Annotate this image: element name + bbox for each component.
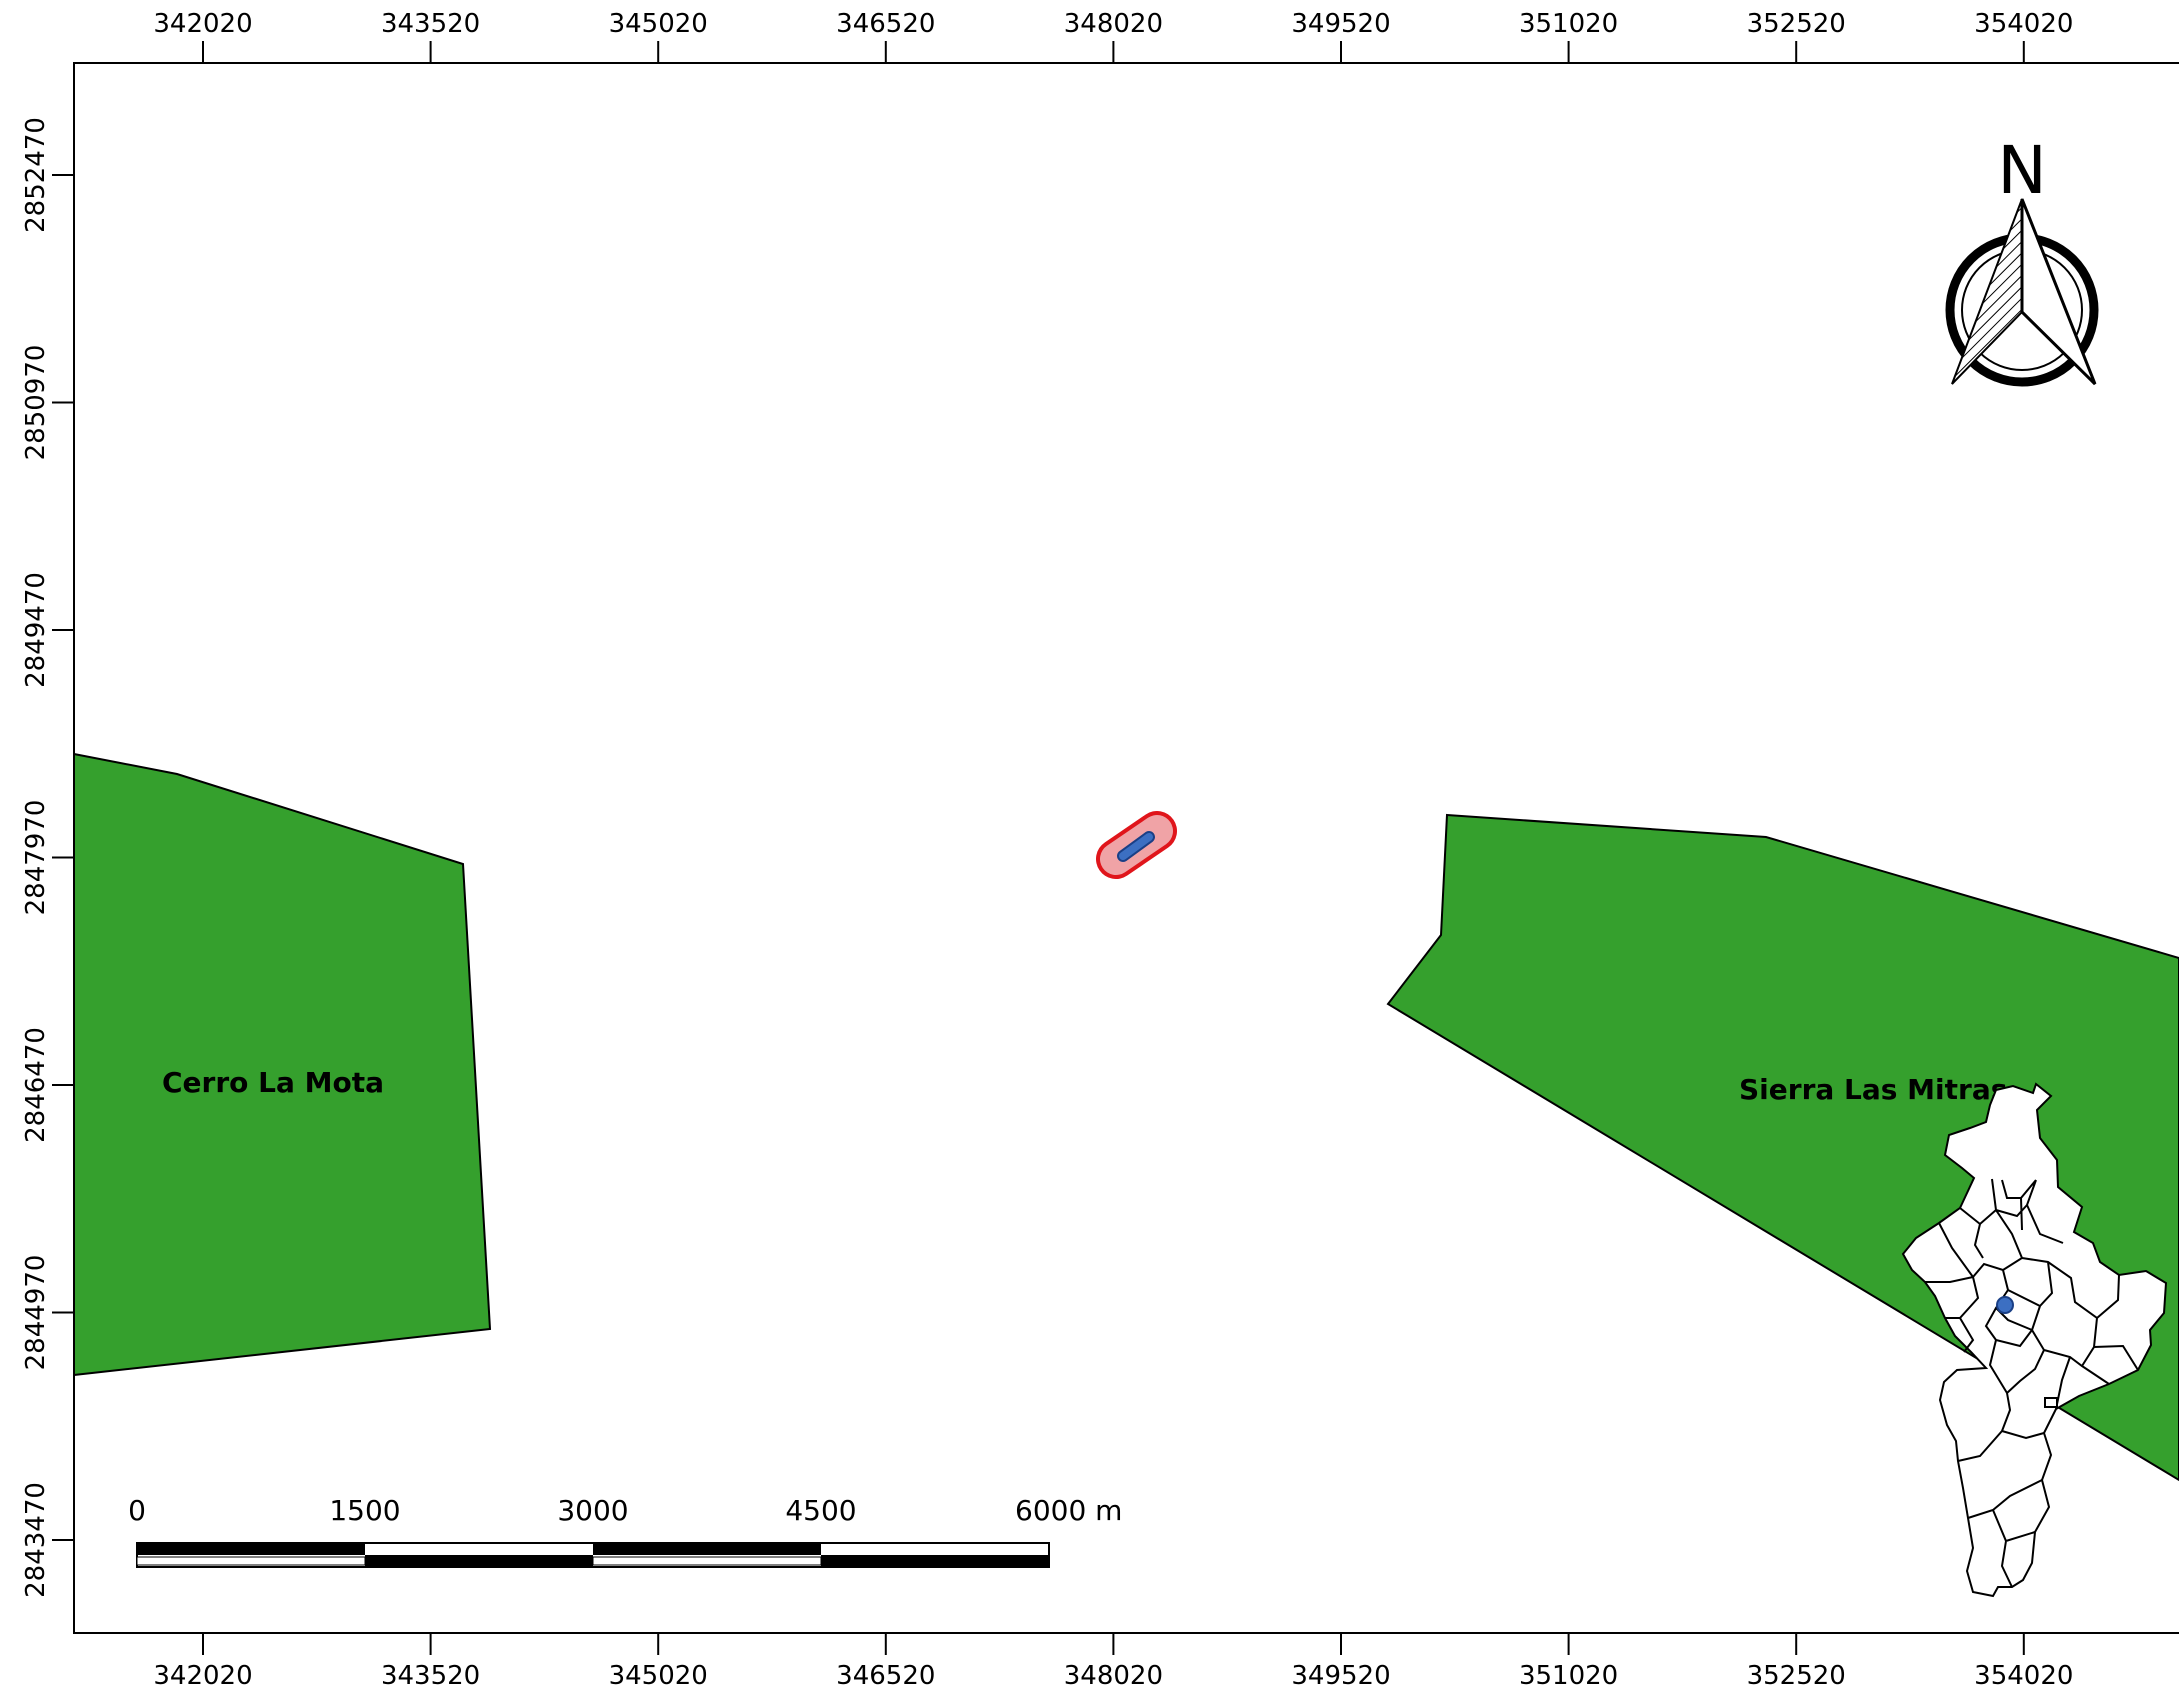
scale-bar-seg-2-bottom xyxy=(365,1555,593,1567)
scale-bar-seg-4-bottom xyxy=(821,1555,1049,1567)
scale-bar-seg-1-bottom-line xyxy=(136,1556,366,1566)
top-tick-label: 352520 xyxy=(1747,9,1846,39)
bottom-tick-label: 343520 xyxy=(381,1661,480,1691)
left-tick-label: 2846470 xyxy=(21,1027,51,1143)
bottom-tick-label: 342020 xyxy=(153,1661,252,1691)
top-tick-label: 343520 xyxy=(381,9,480,39)
top-tick-label: 346520 xyxy=(836,9,935,39)
north-arrow: N xyxy=(1945,132,2099,387)
scale-label-6000: 6000 m xyxy=(1015,1494,1122,1527)
top-tick-label: 351020 xyxy=(1519,9,1618,39)
scale-label-4500: 4500 xyxy=(785,1494,856,1527)
top-tick-label: 342020 xyxy=(153,9,252,39)
study-site-marker[interactable] xyxy=(1096,811,1177,879)
bottom-tick-label: 351020 xyxy=(1519,1661,1618,1691)
top-axis-ticks: 342020 343520 345020 346520 348020 349520 3510… xyxy=(153,9,2073,63)
inset-locator-map xyxy=(1901,1082,2168,1598)
sierra-las-mitras-label: Sierra Las Mitras xyxy=(1739,1073,2007,1106)
inset-outline xyxy=(1901,1082,2168,1598)
north-arrow-right-half xyxy=(2020,198,2097,386)
left-tick-label: 2847970 xyxy=(21,800,51,916)
cerro-la-mota-area[interactable] xyxy=(73,752,492,1377)
top-tick-label: 348020 xyxy=(1064,9,1163,39)
scale-label-0: 0 xyxy=(128,1494,146,1527)
inset-municipal-lines xyxy=(1925,1178,2139,1588)
bottom-tick-label: 354020 xyxy=(1974,1661,2073,1691)
bottom-tick-label: 346520 xyxy=(836,1661,935,1691)
left-tick-label: 2849470 xyxy=(21,572,51,688)
bottom-tick-label: 345020 xyxy=(609,1661,708,1691)
bottom-tick-label: 352520 xyxy=(1747,1661,1846,1691)
left-tick-label: 2852470 xyxy=(21,117,51,233)
scale-label-1500: 1500 xyxy=(329,1494,400,1527)
scale-bar-seg-1-top xyxy=(137,1543,365,1555)
site-core-fill xyxy=(1119,833,1153,860)
north-letter: N xyxy=(1997,132,2046,209)
inset-small-box xyxy=(2044,1397,2058,1408)
cerro-la-mota-label: Cerro La Mota xyxy=(162,1066,384,1099)
bottom-axis-ticks: 342020 343520 345020 346520 348020 349520 3510… xyxy=(153,1633,2073,1691)
scale-bar-seg-3-bottom-line xyxy=(592,1556,822,1566)
left-tick-label: 2850970 xyxy=(21,345,51,461)
bottom-tick-label: 348020 xyxy=(1064,1661,1163,1691)
scale-bar-seg-3-top xyxy=(593,1543,821,1555)
inset-site-marker xyxy=(1996,1296,2014,1314)
scale-label-3000: 3000 xyxy=(557,1494,628,1527)
bottom-tick-label: 349520 xyxy=(1291,1661,1390,1691)
left-axis-ticks: 2852470 2850970 2849470 2847970 2846470 28449… xyxy=(21,117,74,1598)
left-tick-label: 2844970 xyxy=(21,1255,51,1371)
top-tick-label: 354020 xyxy=(1974,9,2073,39)
scale-bar: 0 1500 3000 4500 6000 m xyxy=(128,1494,1122,1568)
top-tick-label: 349520 xyxy=(1291,9,1390,39)
top-tick-label: 345020 xyxy=(609,9,708,39)
left-tick-label: 2843470 xyxy=(21,1482,51,1598)
